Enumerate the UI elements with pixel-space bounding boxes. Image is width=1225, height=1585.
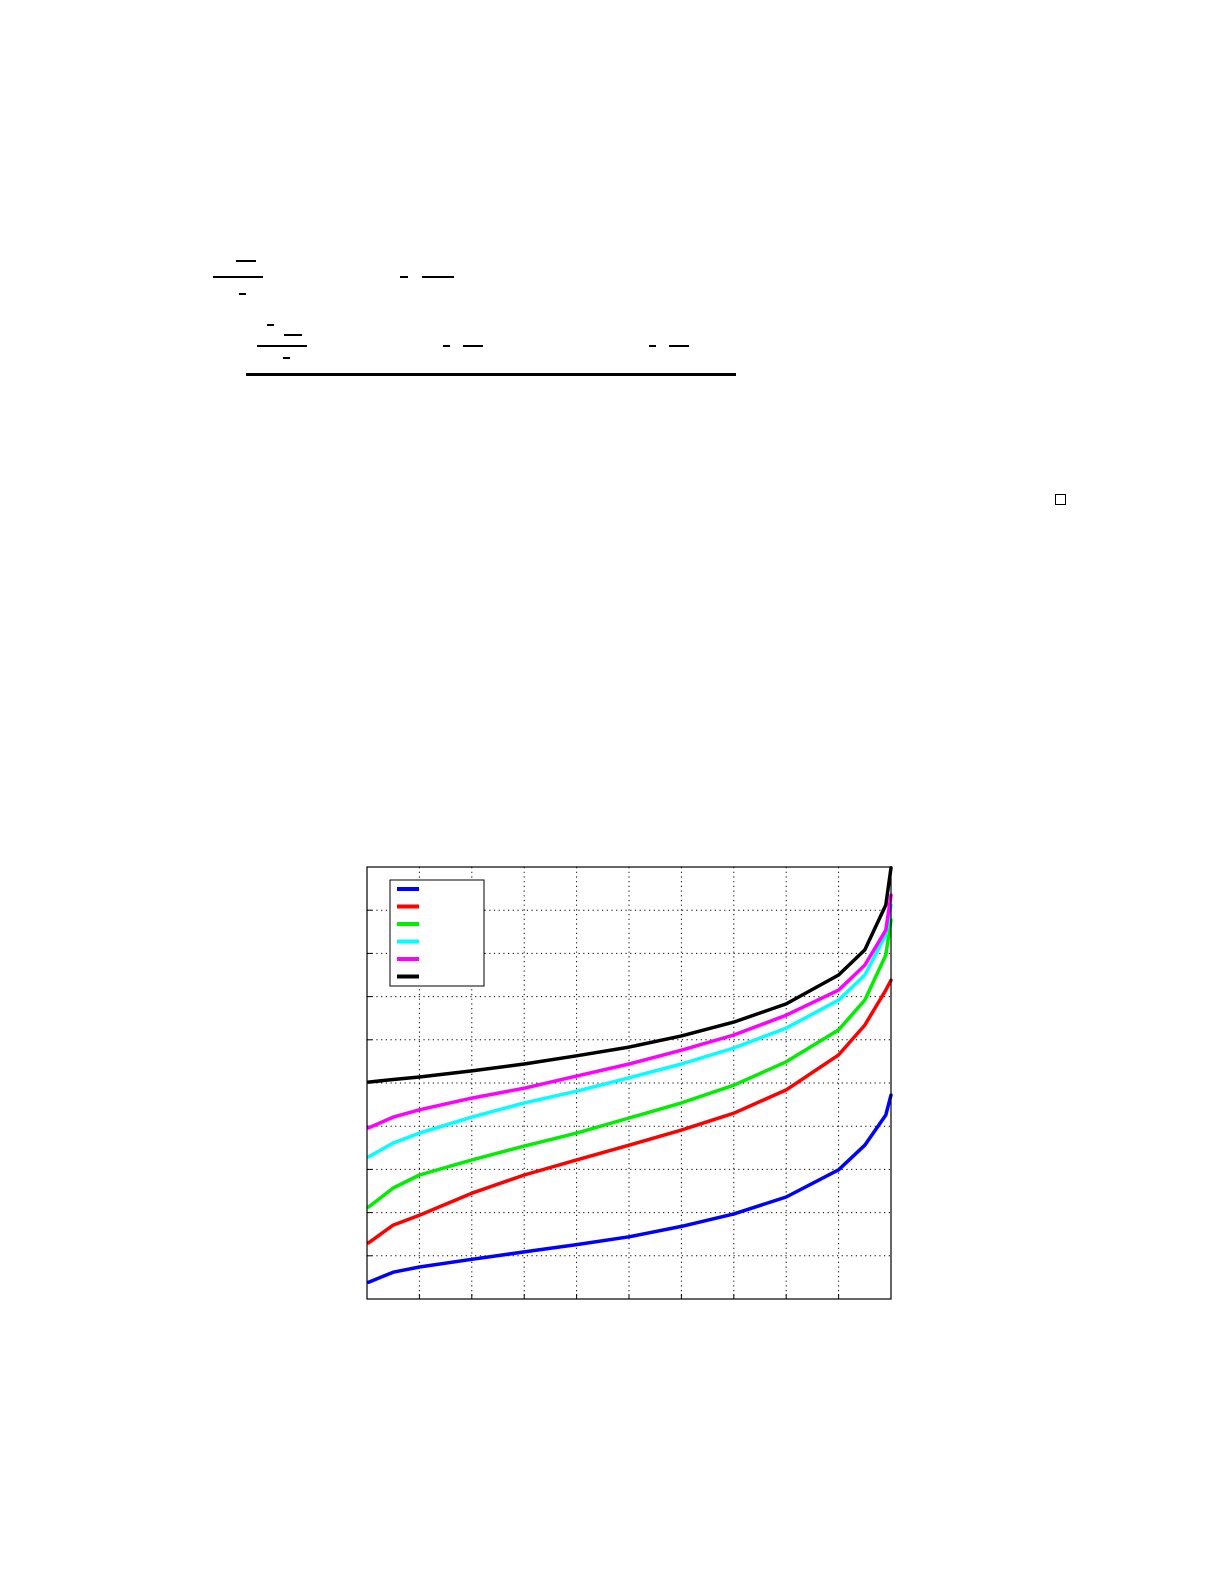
fraction-bar	[267, 324, 274, 326]
series-line-5	[366, 893, 893, 1130]
fraction-bar	[443, 345, 450, 347]
series-line-4	[366, 903, 893, 1159]
fraction-bar	[463, 345, 483, 347]
qed-square-icon	[1055, 494, 1066, 505]
chart-series	[366, 866, 893, 1284]
fraction-bar	[284, 334, 302, 336]
chart-legend	[389, 879, 485, 987]
fraction-bar	[422, 276, 454, 278]
fraction-bar	[669, 345, 689, 347]
fraction-bar	[400, 276, 408, 278]
legend-box	[389, 879, 485, 987]
fraction-bar	[239, 293, 246, 295]
fraction-bar	[213, 276, 263, 278]
fraction-bar	[649, 345, 656, 347]
fraction-bar	[236, 260, 256, 262]
series-line-3	[366, 918, 893, 1209]
line-chart	[366, 866, 893, 1300]
series-line-6	[366, 866, 893, 1084]
fraction-bar	[257, 345, 307, 347]
plot-frame	[366, 866, 892, 1300]
series-line-1	[366, 1093, 893, 1284]
series-line-2	[366, 978, 893, 1245]
fraction-bar	[283, 357, 290, 359]
fraction-bar	[246, 373, 736, 376]
